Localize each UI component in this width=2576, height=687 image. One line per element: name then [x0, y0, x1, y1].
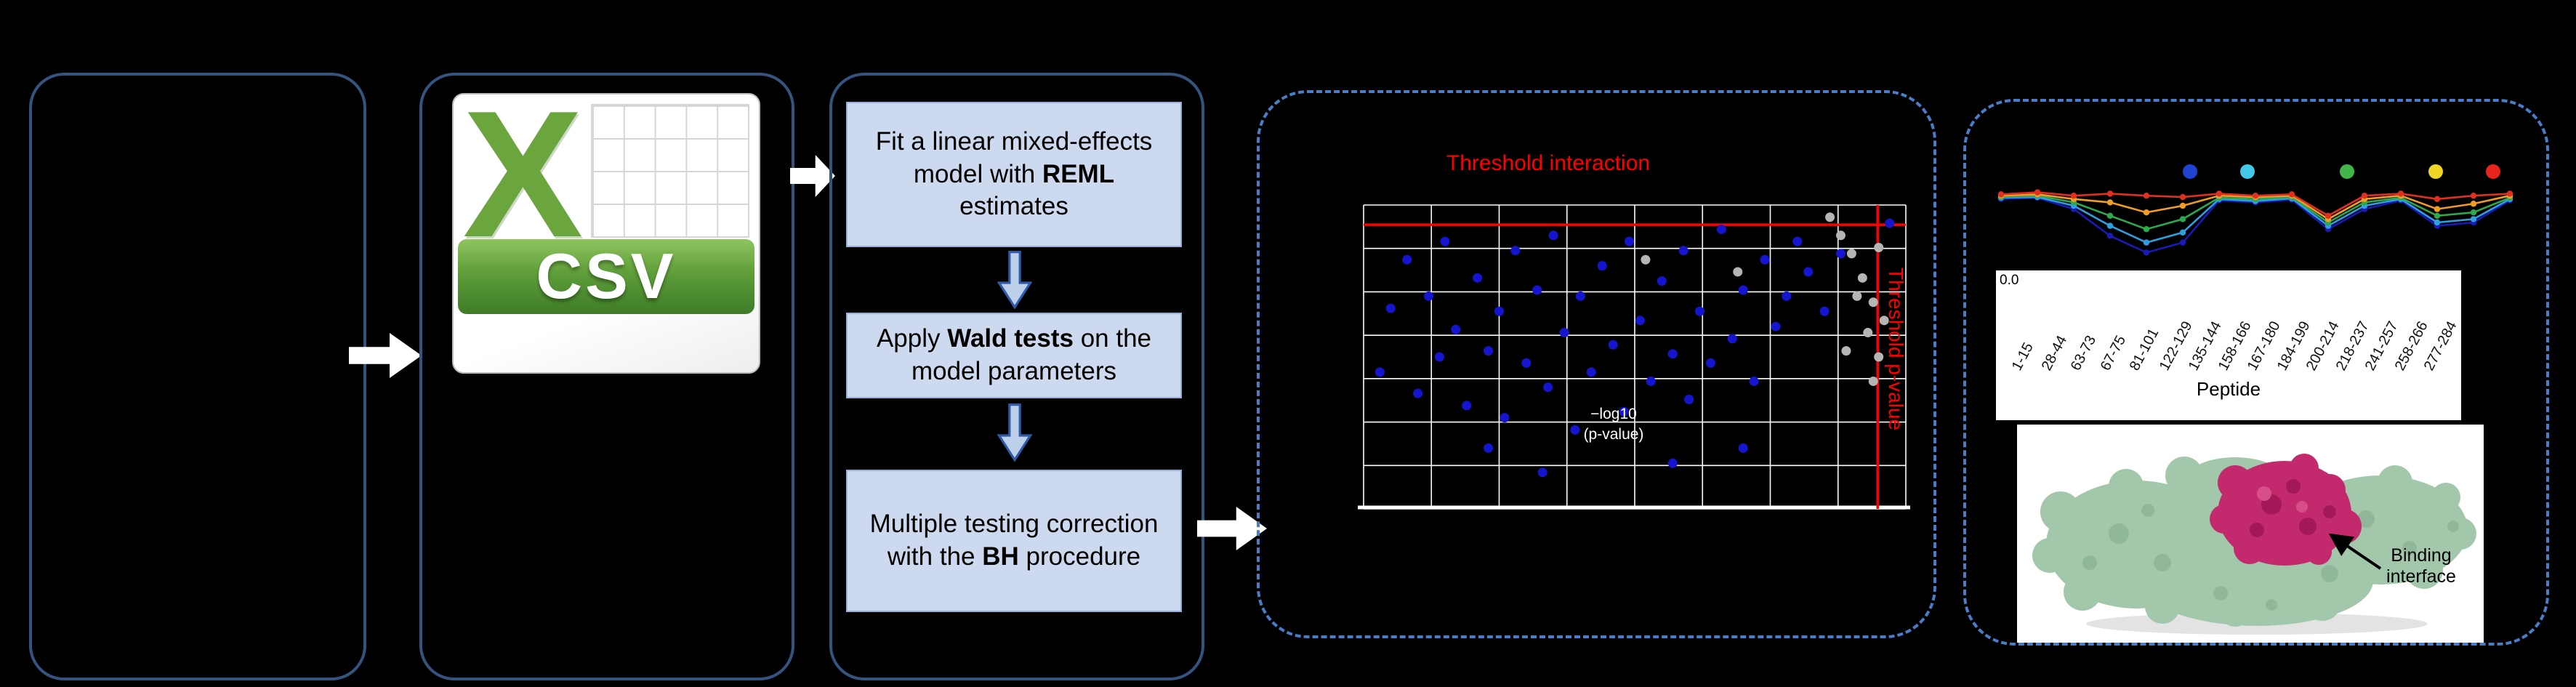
statistics-panel: [829, 73, 1204, 680]
peptide-tick-label: 63-73: [2067, 333, 2100, 374]
peptide-tick-label: 1-15: [2008, 340, 2037, 374]
legend-dot-icon: [2240, 164, 2255, 179]
legend-dot-icon: [2486, 164, 2500, 179]
workflow-step-1: Fit a linear mixed-effects model with RE…: [846, 102, 1182, 247]
csv-file-icon: X CSV: [452, 84, 760, 374]
binding-interface-arrow: [2328, 533, 2382, 570]
timepoint-legend-dots: [1988, 164, 2535, 182]
binding-interface-region: [2210, 454, 2362, 566]
flow-arrow-2: [790, 155, 835, 197]
threshold-pvalue-label: Threshold p-value: [1885, 268, 1907, 431]
down-arrow-icon: [997, 251, 1032, 310]
peptide-axis-box: 0.0 1-15 28-44 63-73 67-75 81-101 122-129 135-…: [1996, 270, 2461, 420]
volcano-scatter-plot: [1358, 204, 1910, 510]
x-axis-label: Peptide: [2196, 378, 2261, 400]
csv-label: CSV: [536, 240, 677, 313]
legend-dot-icon: [2340, 164, 2354, 179]
scatter-axis-note: −log10 (p-value): [1583, 406, 1644, 443]
workflow-step-2-text: Apply Wald tests on the model parameters: [876, 324, 1152, 385]
workflow-step-3-text: Multiple testing correction with the BH …: [869, 510, 1159, 571]
workflow-step-2: Apply Wald tests on the model parameters: [846, 313, 1182, 398]
spreadsheet-grid-icon: [591, 104, 750, 238]
peptide-tick-label: 28-44: [2038, 333, 2070, 374]
csv-banner: CSV: [458, 238, 754, 314]
y-axis-tick: 0.0: [2000, 273, 2019, 288]
deuterium-uptake-line-chart: [1997, 189, 2513, 256]
binding-interface-label: Binding interface: [2386, 545, 2456, 587]
excel-x-icon: X: [462, 72, 584, 275]
legend-dot-icon: [2183, 164, 2197, 179]
down-arrow-icon: [997, 403, 1032, 462]
input-panel: [29, 73, 366, 680]
csv-page: X CSV: [452, 84, 760, 374]
peptide-plot-panel: [1963, 99, 2549, 646]
global-plot-panel: [1257, 90, 1936, 638]
workflow-step-1-text: Fit a linear mixed-effects model with RE…: [875, 126, 1153, 221]
workflow-step-3: Multiple testing correction with the BH …: [846, 470, 1182, 612]
protein-structure-image: [2032, 454, 2476, 635]
csv-panel: [419, 73, 794, 680]
protein-structure-box: Binding interface: [2017, 425, 2484, 643]
peptide-tick-label: 67-75: [2097, 333, 2129, 374]
threshold-interaction-label: Threshold interaction: [1446, 151, 1651, 175]
legend-dot-icon: [2428, 164, 2443, 179]
